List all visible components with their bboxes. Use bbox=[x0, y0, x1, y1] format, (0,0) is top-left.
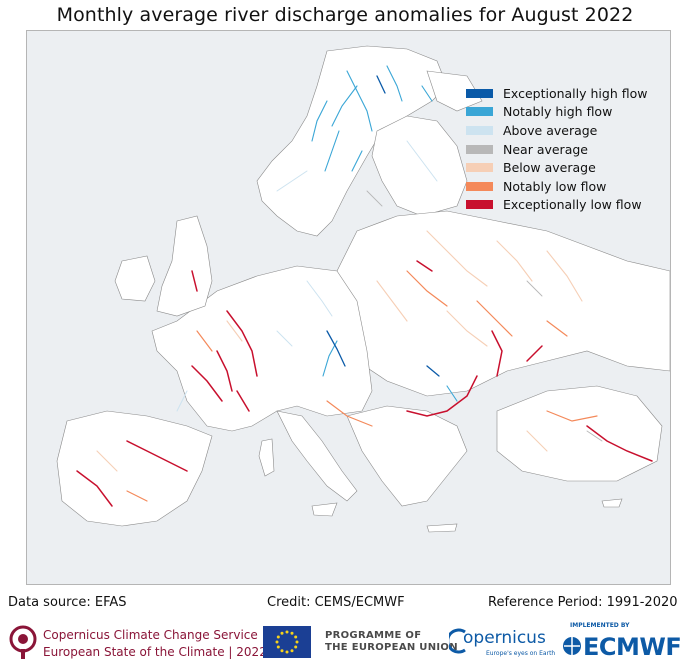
rivers-below-average bbox=[96, 230, 583, 472]
legend-item-exceptionally-high: Exceptionally high flow bbox=[466, 84, 666, 103]
c3s-wordmark: Copernicus Climate Change Service Europe… bbox=[43, 627, 267, 661]
europe-map bbox=[56, 45, 670, 533]
legend-label: Notably low flow bbox=[503, 178, 607, 194]
legend-swatch bbox=[466, 163, 493, 173]
ireland-landmass bbox=[114, 255, 156, 302]
c3s-line-2: European State of the Climate | 2022 bbox=[43, 645, 267, 659]
eu-line-1: PROGRAMME OF bbox=[325, 630, 422, 641]
credit-note: Credit: CEMS/ECMWF bbox=[267, 595, 405, 610]
logo-strip: Copernicus Climate Change Service Europe… bbox=[0, 620, 690, 665]
corsica-sardinia bbox=[258, 438, 275, 477]
rivers-notably-low bbox=[126, 270, 598, 502]
legend-item-notably-high: Notably high flow bbox=[466, 103, 666, 122]
legend-item-exceptionally-low: Exceptionally low flow bbox=[466, 196, 666, 215]
legend-item-above-average: Above average bbox=[466, 121, 666, 140]
land-masses bbox=[56, 45, 670, 533]
legend-swatch bbox=[466, 107, 493, 117]
eu-stars-icon bbox=[275, 630, 299, 654]
rivers-exceptionally-low bbox=[76, 260, 653, 507]
britain-landmass bbox=[156, 215, 213, 317]
italy-landmass bbox=[276, 410, 358, 502]
river-networks bbox=[76, 65, 653, 507]
eu-programme-label: PROGRAMME OF THE EUROPEAN UNION bbox=[325, 630, 458, 654]
map-legend: Exceptionally high flow Notably high flo… bbox=[466, 84, 666, 214]
anatolia-landmass bbox=[496, 385, 663, 482]
rivers-exceptionally-high bbox=[326, 75, 440, 377]
rivers-above-average bbox=[176, 140, 438, 412]
legend-label: Exceptionally low flow bbox=[503, 197, 642, 213]
copernicus-c-icon bbox=[449, 628, 466, 654]
c3s-logo-icon bbox=[9, 625, 37, 659]
map-title: Monthly average river discharge anomalie… bbox=[56, 4, 634, 26]
legend-label: Near average bbox=[503, 141, 588, 157]
legend-item-below-average: Below average bbox=[466, 158, 666, 177]
legend-label: Below average bbox=[503, 160, 596, 176]
iberia-landmass bbox=[56, 410, 213, 527]
copernicus-wordmark: opernicus bbox=[463, 628, 546, 648]
kola-landmass bbox=[426, 70, 483, 112]
legend-item-near-average: Near average bbox=[466, 140, 666, 159]
sicily bbox=[311, 502, 338, 517]
eu-line-2: THE EUROPEAN UNION bbox=[325, 642, 458, 653]
legend-label: Above average bbox=[503, 122, 598, 138]
legend-label: Notably high flow bbox=[503, 104, 613, 120]
legend-item-notably-low: Notably low flow bbox=[466, 177, 666, 196]
legend-swatch bbox=[466, 144, 493, 154]
c3s-line-1: Copernicus Climate Change Service bbox=[43, 628, 258, 642]
legend-label: Exceptionally high flow bbox=[503, 85, 648, 101]
ecmwf-globe-icon bbox=[563, 637, 581, 655]
rivers-notably-high bbox=[311, 65, 458, 402]
cyprus bbox=[601, 498, 623, 508]
finland-landmass bbox=[371, 115, 468, 217]
ecmwf-wordmark: ECMWF bbox=[583, 633, 682, 661]
data-source-note: Data source: EFAS bbox=[8, 595, 127, 610]
copernicus-tagline: Europe's eyes on Earth bbox=[486, 650, 556, 657]
legend-swatch bbox=[466, 181, 493, 191]
balkans-landmass bbox=[346, 405, 468, 507]
crete bbox=[426, 523, 458, 533]
legend-swatch bbox=[466, 125, 493, 135]
ecmwf-implemented-by: IMPLEMENTED BY bbox=[570, 622, 630, 629]
eu-flag-icon bbox=[263, 626, 311, 658]
reference-period-note: Reference Period: 1991-2020 bbox=[488, 595, 678, 610]
rivers-near-average bbox=[366, 190, 603, 442]
legend-swatch bbox=[466, 200, 493, 210]
legend-swatch bbox=[466, 88, 493, 98]
map-panel bbox=[26, 30, 671, 585]
